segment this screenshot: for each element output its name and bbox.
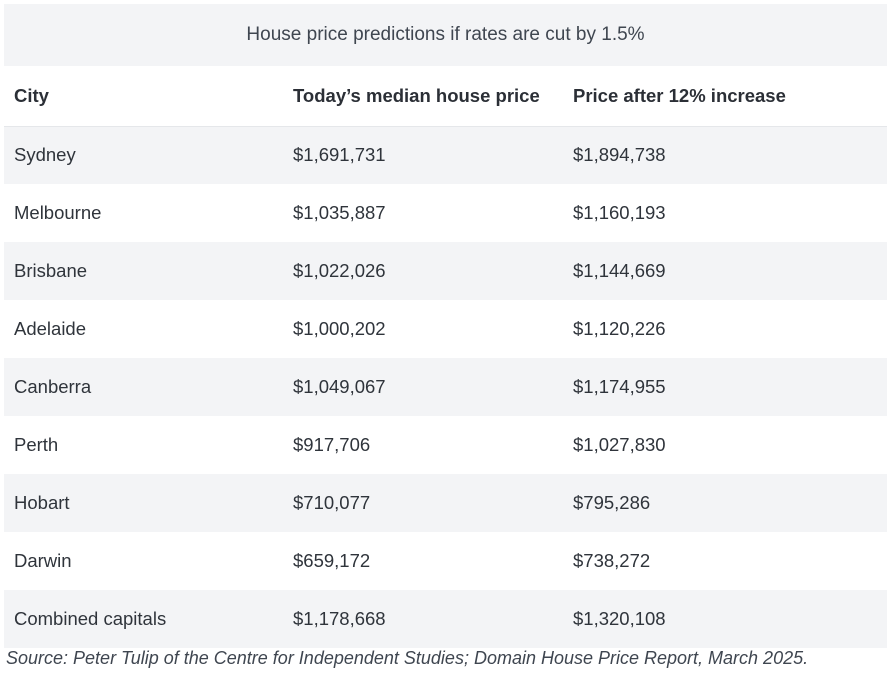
table-row: Perth $917,706 $1,027,830 [4, 416, 887, 474]
table-body: Sydney $1,691,731 $1,894,738 Melbourne $… [4, 126, 887, 648]
header-increased-price: Price after 12% increase [563, 67, 887, 127]
cell-increased-price: $738,272 [573, 550, 651, 571]
table-row: Brisbane $1,022,026 $1,144,669 [4, 242, 887, 300]
cell-increased-price: $1,894,738 [573, 144, 666, 166]
table-caption: House price predictions if rates are cut… [4, 4, 887, 67]
cell-median-price: $1,691,731 [293, 144, 386, 166]
cell-median-price: $1,035,887 [293, 202, 386, 223]
table-row: Darwin $659,172 $738,272 [4, 532, 887, 590]
cell-median-price: $1,049,067 [293, 376, 386, 397]
table-row: Hobart $710,077 $795,286 [4, 474, 887, 532]
table-row: Canberra $1,049,067 $1,174,955 [4, 358, 887, 416]
cell-city: Brisbane [14, 260, 88, 281]
table-row: Melbourne $1,035,887 $1,160,193 [4, 184, 887, 242]
cell-city: Combined capitals [14, 608, 167, 629]
cell-median-price: $710,077 [293, 492, 371, 513]
header-median-price: Today’s median house price [283, 67, 563, 127]
cell-median-price: $917,706 [293, 434, 371, 455]
price-table-container: House price predictions if rates are cut… [4, 4, 887, 648]
cell-city: Perth [14, 434, 59, 455]
table-row: Adelaide $1,000,202 $1,120,226 [4, 300, 887, 358]
cell-median-price: $659,172 [293, 550, 371, 571]
cell-increased-price: $1,120,226 [573, 318, 666, 339]
source-note: Source: Peter Tulip of the Centre for In… [6, 648, 809, 668]
cell-city: Canberra [14, 376, 92, 397]
cell-median-price: $1,178,668 [293, 608, 386, 629]
header-city: City [4, 67, 283, 127]
table-row: Combined capitals $1,178,668 $1,320,108 [4, 590, 887, 648]
cell-increased-price: $1,144,669 [573, 260, 666, 281]
cell-city: Melbourne [14, 202, 102, 223]
cell-increased-price: $1,160,193 [573, 202, 666, 223]
cell-city: Adelaide [14, 318, 87, 339]
cell-increased-price: $1,320,108 [573, 608, 666, 629]
price-table: City Today’s median house price Price af… [4, 67, 887, 648]
cell-increased-price: $1,174,955 [573, 376, 666, 397]
cell-increased-price: $795,286 [573, 492, 651, 513]
header-row: City Today’s median house price Price af… [4, 67, 887, 127]
cell-city: Darwin [14, 550, 72, 571]
cell-median-price: $1,022,026 [293, 260, 386, 281]
cell-city: Sydney [14, 144, 76, 166]
cell-increased-price: $1,027,830 [573, 434, 666, 455]
cell-city: Hobart [14, 492, 70, 513]
table-row: Sydney $1,691,731 $1,894,738 [4, 126, 887, 184]
cell-median-price: $1,000,202 [293, 318, 386, 339]
